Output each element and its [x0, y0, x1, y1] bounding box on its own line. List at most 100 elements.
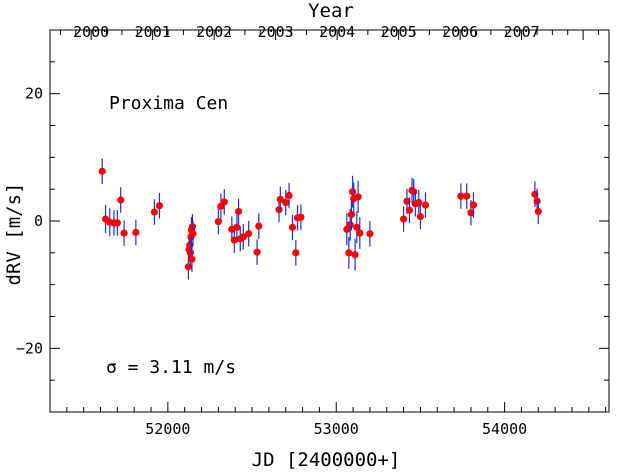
data-point	[255, 213, 263, 239]
data-marker	[416, 212, 425, 221]
data-point	[356, 217, 364, 250]
data-marker	[348, 188, 357, 196]
data-marker	[356, 229, 364, 237]
data-marker	[353, 223, 361, 231]
data-point	[285, 182, 293, 209]
top-tick-label: 2004	[319, 23, 355, 41]
data-marker	[255, 222, 263, 230]
data-marker	[117, 196, 125, 204]
y-tick-label: 20	[25, 85, 43, 103]
data-point	[101, 205, 110, 234]
data-marker	[120, 229, 128, 237]
data-point	[405, 197, 414, 223]
top-tick-label: 2005	[381, 23, 417, 41]
data-point	[188, 246, 196, 272]
data-marker	[275, 205, 283, 214]
data-point	[348, 175, 357, 208]
y-axis-label: dRV [m/s]	[3, 183, 25, 286]
data-point	[366, 221, 374, 247]
data-marker	[239, 233, 247, 241]
data-point	[354, 180, 362, 213]
data-point	[399, 206, 408, 232]
data-point	[292, 240, 300, 266]
x-tick-label: 52000	[145, 420, 190, 438]
plot-border	[49, 29, 610, 413]
data-marker	[288, 223, 297, 231]
data-marker	[415, 198, 423, 207]
data-marker	[132, 228, 140, 237]
data-point	[214, 208, 222, 235]
top-tick-label: 2006	[442, 23, 478, 41]
data-point	[463, 183, 471, 209]
data-point	[233, 214, 241, 241]
top-tick-label: 2001	[135, 23, 171, 41]
data-point	[239, 224, 247, 250]
data-marker	[220, 198, 228, 206]
data-marker	[457, 192, 465, 200]
data-point	[132, 219, 140, 246]
plot-frame	[49, 29, 610, 413]
data-marker	[351, 251, 359, 259]
data-point	[113, 210, 121, 236]
data-marker	[189, 230, 197, 238]
data-marker	[345, 249, 353, 257]
data-point	[288, 214, 297, 241]
tick-labels: 52000 53000 54000 2000 2001 2002 2003 2004 2005 2…	[16, 23, 540, 438]
x-axis-label: JD [2400000+]	[252, 449, 401, 471]
data-point	[416, 203, 425, 230]
top-tick-label: 2007	[504, 23, 540, 41]
data-marker	[150, 208, 158, 216]
data-marker	[403, 197, 411, 205]
data-point	[282, 189, 290, 216]
data-point	[230, 227, 238, 253]
data-marker	[98, 167, 106, 175]
data-marker	[399, 215, 408, 223]
data-point	[353, 211, 361, 244]
data-point	[297, 204, 305, 230]
data-marker	[366, 230, 374, 238]
sigma-annotation: σ = 3.11 m/s	[106, 357, 236, 378]
data-point	[117, 187, 125, 213]
top-axis-label: Year	[308, 0, 354, 22]
data-marker	[285, 191, 293, 200]
data-point	[189, 221, 197, 247]
data-point	[421, 192, 430, 218]
data-marker	[469, 201, 478, 209]
data-point	[351, 238, 359, 271]
data-marker	[346, 221, 354, 229]
data-point	[234, 198, 243, 225]
x-tick-label: 54000	[482, 420, 527, 438]
data-point	[220, 189, 228, 215]
data-marker	[467, 209, 475, 217]
x-tick-label: 53000	[314, 420, 359, 438]
data-marker	[155, 202, 164, 210]
data-point	[345, 236, 353, 269]
data-marker	[276, 195, 284, 203]
top-tick-label: 2002	[196, 23, 232, 41]
data-marker	[233, 223, 241, 231]
data-marker	[230, 236, 238, 244]
data-point	[469, 192, 478, 218]
data-marker	[188, 255, 196, 263]
data-point	[120, 220, 128, 246]
data-marker	[534, 207, 542, 216]
data-marker	[234, 207, 243, 216]
data-marker	[245, 230, 253, 238]
data-marker	[354, 193, 362, 201]
data-point	[98, 158, 106, 185]
data-marker	[282, 198, 290, 207]
data-marker	[463, 192, 471, 200]
star-name-annotation: Proxima Cen	[109, 93, 228, 114]
top-tick-label: 2003	[258, 23, 294, 41]
data-marker	[405, 206, 414, 214]
data-point	[155, 192, 164, 219]
y-tick-label: 0	[34, 212, 43, 230]
y-tick-label: −20	[16, 339, 43, 357]
data-point	[276, 186, 284, 213]
data-marker	[410, 188, 418, 196]
data-marker	[292, 249, 300, 257]
data-marker	[186, 249, 195, 257]
axis-ticks	[50, 29, 609, 413]
data-marker	[253, 248, 261, 256]
